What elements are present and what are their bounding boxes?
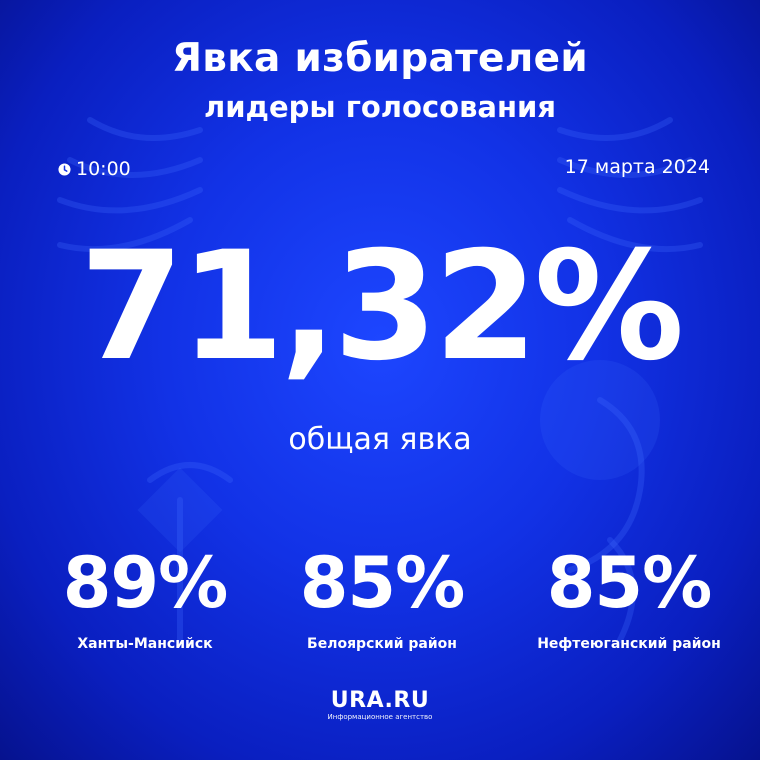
time-stamp: 10:00 — [58, 158, 131, 180]
leader-item: 85% Нефтеюганский район — [514, 548, 744, 652]
leader-place-label: Ханты-Мансийск — [77, 636, 213, 652]
total-turnout-caption: общая явка — [288, 422, 472, 457]
time-label: 10:00 — [76, 158, 131, 180]
leader-item: 85% Белоярский район — [267, 548, 497, 652]
leader-turnout-value: 85% — [299, 542, 466, 624]
leader-item: 89% Ханты-Мансийск — [30, 548, 260, 652]
ura-ru-logo: URA.RU Информационное агентство — [0, 688, 760, 721]
logo-name: URA.RU — [330, 688, 430, 713]
date-label: 17 марта 2024 — [564, 156, 710, 178]
leader-place-label: Нефтеюганский район — [537, 636, 721, 652]
clock-icon — [58, 162, 71, 176]
logo-tagline: Информационное агентство — [327, 713, 433, 721]
page-subtitle: лидеры голосования — [204, 90, 556, 124]
leader-turnout-value: 89% — [62, 542, 229, 624]
leader-turnout-value: 85% — [546, 542, 713, 624]
page-title: Явка избирателей — [171, 36, 589, 81]
total-turnout-value: 71,32% — [79, 220, 685, 394]
leader-place-label: Белоярский район — [307, 636, 457, 652]
